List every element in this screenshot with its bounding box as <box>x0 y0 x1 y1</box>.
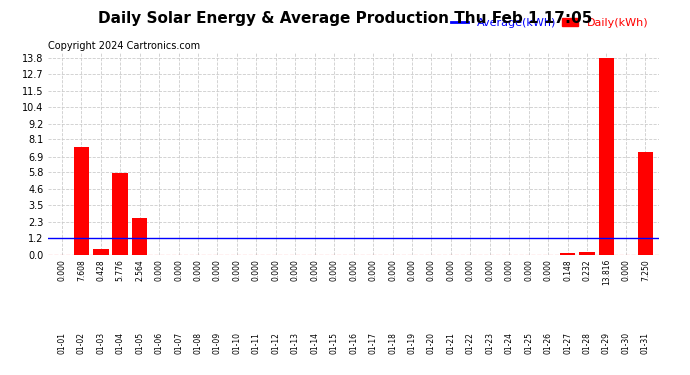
Text: 01-23: 01-23 <box>485 332 494 354</box>
Text: 0.000: 0.000 <box>194 259 203 281</box>
Text: 0.000: 0.000 <box>622 259 631 281</box>
Text: 01-10: 01-10 <box>233 332 241 354</box>
Text: 0.000: 0.000 <box>485 259 494 281</box>
Text: 01-24: 01-24 <box>504 332 513 354</box>
Text: 0.232: 0.232 <box>582 259 591 280</box>
Text: 01-26: 01-26 <box>544 332 553 354</box>
Bar <box>93 249 108 255</box>
Bar <box>112 172 128 255</box>
Text: 01-01: 01-01 <box>57 332 66 354</box>
Text: 0.000: 0.000 <box>252 259 261 281</box>
Text: 01-25: 01-25 <box>524 332 533 354</box>
Text: 0.000: 0.000 <box>368 259 377 281</box>
Bar <box>74 147 89 255</box>
Text: 01-05: 01-05 <box>135 332 144 354</box>
Text: 01-13: 01-13 <box>290 332 299 354</box>
Text: 01-07: 01-07 <box>174 332 183 354</box>
Text: 01-06: 01-06 <box>155 332 164 354</box>
Text: 0.000: 0.000 <box>233 259 241 281</box>
Text: 01-14: 01-14 <box>310 332 319 354</box>
Text: 01-17: 01-17 <box>368 332 377 354</box>
Legend: Average(kWh), Daily(kWh): Average(kWh), Daily(kWh) <box>447 13 653 33</box>
Text: Copyright 2024 Cartronics.com: Copyright 2024 Cartronics.com <box>48 41 200 51</box>
Text: 01-03: 01-03 <box>97 332 106 354</box>
Text: 01-20: 01-20 <box>427 332 436 354</box>
Text: 0.000: 0.000 <box>213 259 222 281</box>
Text: 0.148: 0.148 <box>563 259 572 280</box>
Text: 01-31: 01-31 <box>641 332 650 354</box>
Text: 0.000: 0.000 <box>349 259 358 281</box>
Text: 0.000: 0.000 <box>504 259 513 281</box>
Text: 0.000: 0.000 <box>408 259 417 281</box>
Bar <box>560 253 575 255</box>
Bar <box>579 252 595 255</box>
Bar <box>638 152 653 255</box>
Text: 01-22: 01-22 <box>466 332 475 354</box>
Text: 0.000: 0.000 <box>446 259 455 281</box>
Text: 0.000: 0.000 <box>271 259 280 281</box>
Bar <box>132 218 148 255</box>
Text: 0.428: 0.428 <box>97 259 106 280</box>
Text: 01-11: 01-11 <box>252 332 261 354</box>
Text: 01-29: 01-29 <box>602 332 611 354</box>
Text: 0.000: 0.000 <box>524 259 533 281</box>
Text: 01-09: 01-09 <box>213 332 222 354</box>
Text: 0.000: 0.000 <box>544 259 553 281</box>
Text: 0.000: 0.000 <box>427 259 436 281</box>
Text: 5.776: 5.776 <box>116 259 125 281</box>
Text: 7.250: 7.250 <box>641 259 650 281</box>
Text: 0.000: 0.000 <box>174 259 183 281</box>
Text: 01-27: 01-27 <box>563 332 572 354</box>
Text: 01-12: 01-12 <box>271 332 280 354</box>
Text: 01-19: 01-19 <box>408 332 417 354</box>
Text: 0.000: 0.000 <box>466 259 475 281</box>
Text: 7.608: 7.608 <box>77 259 86 281</box>
Text: 0.000: 0.000 <box>388 259 397 281</box>
Text: 01-21: 01-21 <box>446 332 455 354</box>
Text: 0.000: 0.000 <box>330 259 339 281</box>
Text: 01-04: 01-04 <box>116 332 125 354</box>
Text: 0.000: 0.000 <box>290 259 299 281</box>
Bar <box>599 58 614 255</box>
Text: 0.000: 0.000 <box>155 259 164 281</box>
Text: 01-02: 01-02 <box>77 332 86 354</box>
Text: Daily Solar Energy & Average Production Thu Feb 1 17:05: Daily Solar Energy & Average Production … <box>98 11 592 26</box>
Text: 0.000: 0.000 <box>57 259 66 281</box>
Text: 01-08: 01-08 <box>194 332 203 354</box>
Text: 01-28: 01-28 <box>582 332 591 354</box>
Text: 13.816: 13.816 <box>602 259 611 285</box>
Text: 01-15: 01-15 <box>330 332 339 354</box>
Text: 0.000: 0.000 <box>310 259 319 281</box>
Text: 2.564: 2.564 <box>135 259 144 281</box>
Text: 01-30: 01-30 <box>622 332 631 354</box>
Text: 01-16: 01-16 <box>349 332 358 354</box>
Text: 01-18: 01-18 <box>388 332 397 354</box>
